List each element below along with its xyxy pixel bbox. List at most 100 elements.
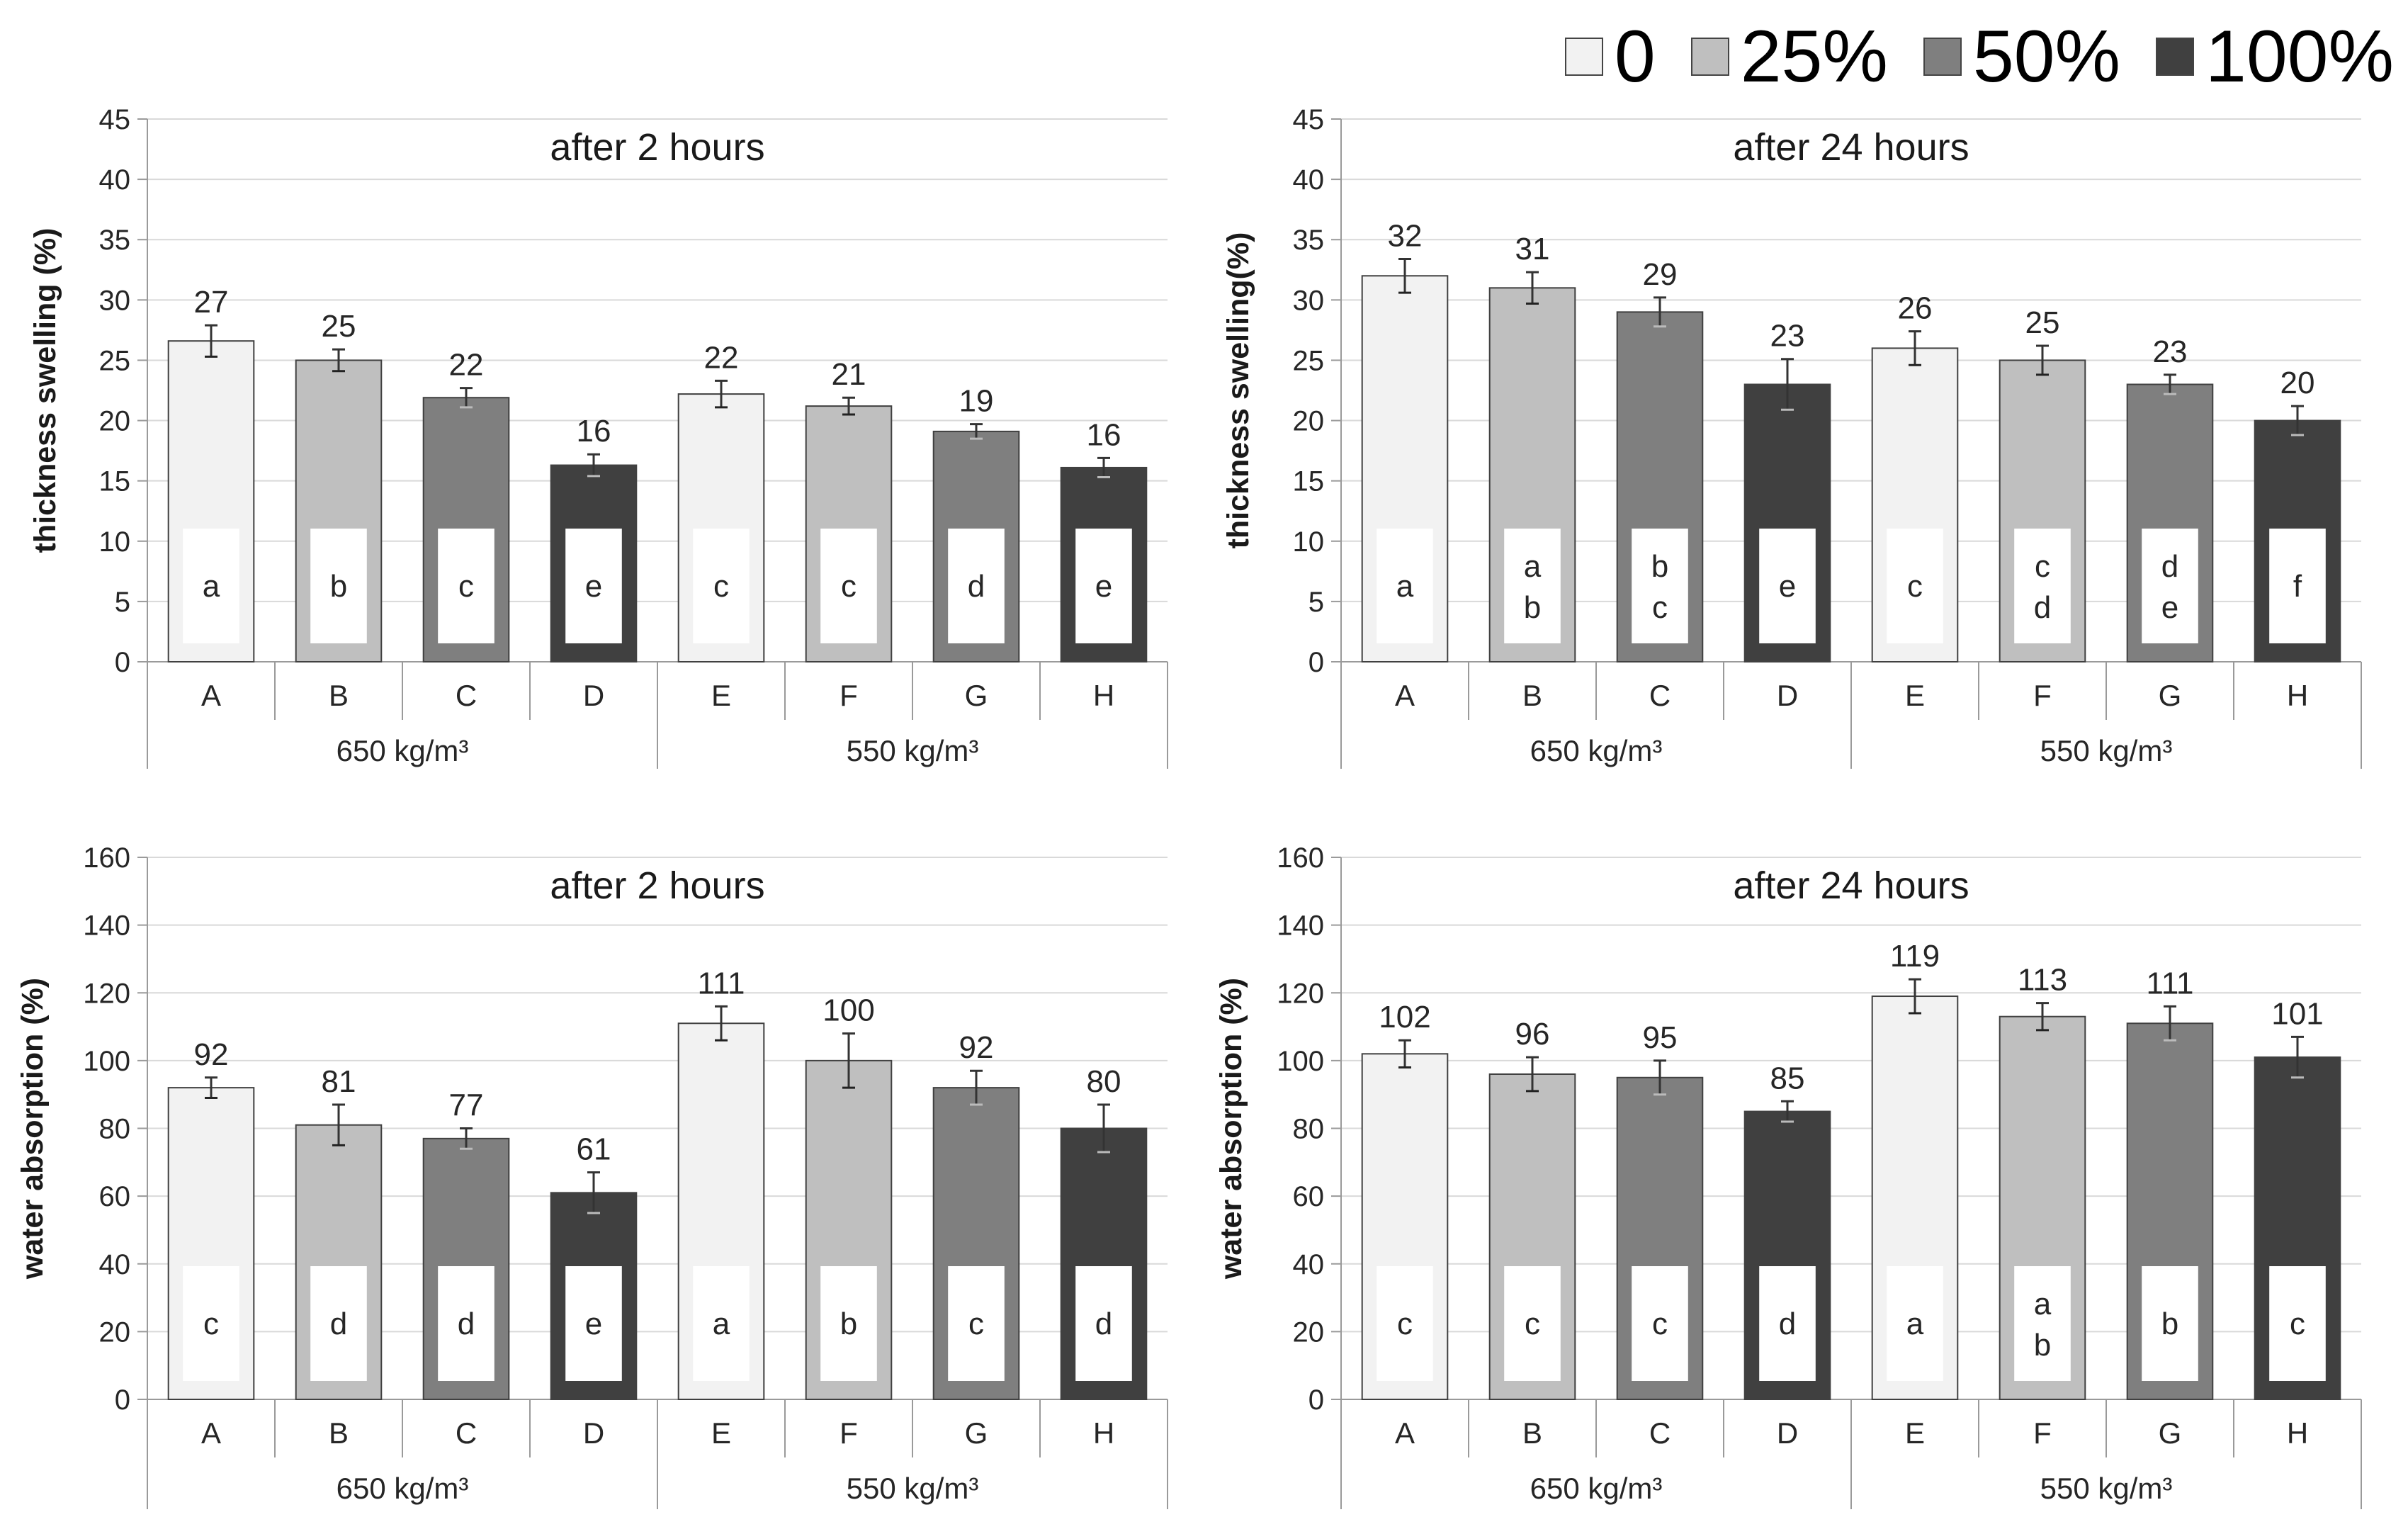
significance-box: [1887, 1266, 1943, 1381]
legend-entry-25: 25%: [1690, 20, 1888, 94]
y-tick-label: 15: [99, 466, 131, 497]
y-tick-label: 5: [115, 587, 130, 618]
x-tick-label: A: [201, 679, 221, 712]
significance-box: [2142, 1266, 2198, 1381]
significance-box: [1632, 1266, 1688, 1381]
significance-letter: c: [713, 569, 729, 604]
x-tick-label: G: [2159, 1416, 2182, 1450]
significance-box: [1887, 529, 1943, 643]
significance-letter: b: [1651, 549, 1668, 584]
data-label: 22: [704, 340, 739, 375]
y-tick-label: 15: [1293, 466, 1325, 497]
x-tick-label: A: [1395, 1416, 1415, 1450]
significance-letter: d: [1095, 1307, 1112, 1341]
legend-swatch: [1923, 38, 1962, 76]
y-tick-label: 40: [1293, 1249, 1325, 1280]
significance-letter: b: [2161, 1307, 2178, 1341]
significance-letter: c: [1652, 1307, 1668, 1341]
group-label: 650 kg/m³: [1530, 1472, 1663, 1505]
significance-box: [565, 529, 622, 643]
x-tick-label: G: [965, 679, 988, 712]
significance-letter: c: [841, 569, 857, 604]
significance-letter: c: [968, 1307, 984, 1341]
significance-letter: a: [2034, 1287, 2052, 1321]
data-label: 25: [2025, 305, 2060, 340]
data-label: 29: [1643, 257, 1678, 292]
data-label: 23: [2153, 334, 2188, 369]
significance-box: [438, 529, 494, 643]
data-label: 21: [832, 357, 866, 392]
significance-box: [310, 1266, 367, 1381]
y-tick-label: 25: [1293, 345, 1325, 376]
significance-box: [1075, 1266, 1132, 1381]
x-tick-label: E: [1905, 679, 1925, 712]
x-tick-label: C: [1649, 1416, 1671, 1450]
x-tick-label: B: [1522, 679, 1542, 712]
group-label: 550 kg/m³: [2040, 734, 2173, 767]
significance-box: [565, 1266, 622, 1381]
chart-panel-3: 0 20 40 60 80 100 120 140 160 after 2 hours water …: [16, 842, 1168, 1509]
y-tick-label: 120: [83, 978, 130, 1009]
y-tick-label: 20: [1293, 1316, 1325, 1348]
y-tick-label: 60: [99, 1181, 131, 1212]
legend-entry-100: 100%: [2156, 20, 2394, 94]
data-label: 100: [823, 993, 874, 1028]
significance-box: [1504, 1266, 1561, 1381]
significance-letter: c: [203, 1307, 219, 1341]
significance-box: [948, 1266, 1005, 1381]
y-tick-label: 5: [1308, 587, 1324, 618]
significance-letter: a: [203, 569, 220, 604]
significance-letter: b: [1524, 590, 1541, 625]
significance-letter: e: [1095, 569, 1112, 604]
x-tick-label: E: [711, 1416, 731, 1450]
data-label: 92: [194, 1037, 229, 1072]
y-tick-label: 40: [99, 1249, 131, 1280]
data-label: 16: [577, 414, 611, 449]
data-label: 80: [1087, 1064, 1121, 1099]
y-tick-label: 140: [83, 910, 130, 942]
y-axis-label: water absorption (%): [1214, 978, 1248, 1280]
chart-panel-2: 0 5 10 15 20 25 30 35 40 45 after 24 hours thicknes…: [1221, 104, 2362, 769]
x-tick-label: C: [456, 1416, 477, 1450]
group-label: 550 kg/m³: [847, 1472, 979, 1505]
y-tick-label: 80: [99, 1114, 131, 1145]
significance-letter: c: [2290, 1307, 2305, 1341]
legend-label: 50%: [1972, 16, 2120, 98]
x-tick-label: H: [1093, 679, 1114, 712]
data-label: 25: [322, 309, 356, 344]
x-tick-label: B: [1522, 1416, 1542, 1450]
significance-letter: a: [713, 1307, 730, 1341]
y-tick-label: 0: [115, 1384, 130, 1416]
y-tick-label: 45: [99, 104, 131, 135]
x-tick-label: F: [840, 679, 858, 712]
y-axis-label: thickness swelling (%): [28, 228, 62, 553]
significance-box: [438, 1266, 494, 1381]
legend-swatch: [2156, 38, 2194, 76]
significance-box: [693, 1266, 750, 1381]
x-tick-label: D: [1777, 679, 1798, 712]
significance-box: [1759, 1266, 1816, 1381]
significance-box: [820, 529, 877, 643]
x-tick-label: F: [2033, 1416, 2052, 1450]
significance-letter: a: [1524, 549, 1542, 584]
data-label: 111: [2147, 966, 2194, 1000]
y-tick-label: 45: [1293, 104, 1325, 135]
significance-letter: e: [2161, 590, 2178, 625]
y-tick-label: 120: [1277, 978, 1324, 1009]
significance-letter: d: [2034, 590, 2051, 625]
legend-label: 0: [1614, 16, 1656, 98]
significance-letter: f: [2293, 569, 2302, 604]
x-tick-label: G: [965, 1416, 988, 1450]
data-label: 26: [1898, 291, 1933, 326]
y-tick-label: 20: [1293, 406, 1325, 437]
y-tick-label: 30: [99, 285, 131, 316]
y-tick-label: 0: [115, 647, 130, 678]
y-tick-label: 100: [1277, 1046, 1324, 1077]
data-label: 77: [449, 1088, 484, 1123]
y-tick-label: 160: [83, 842, 130, 874]
y-tick-label: 40: [99, 164, 131, 196]
chart-title: after 2 hours: [550, 126, 764, 169]
x-tick-label: B: [329, 679, 349, 712]
significance-letter: c: [458, 569, 474, 604]
x-tick-label: H: [1093, 1416, 1114, 1450]
